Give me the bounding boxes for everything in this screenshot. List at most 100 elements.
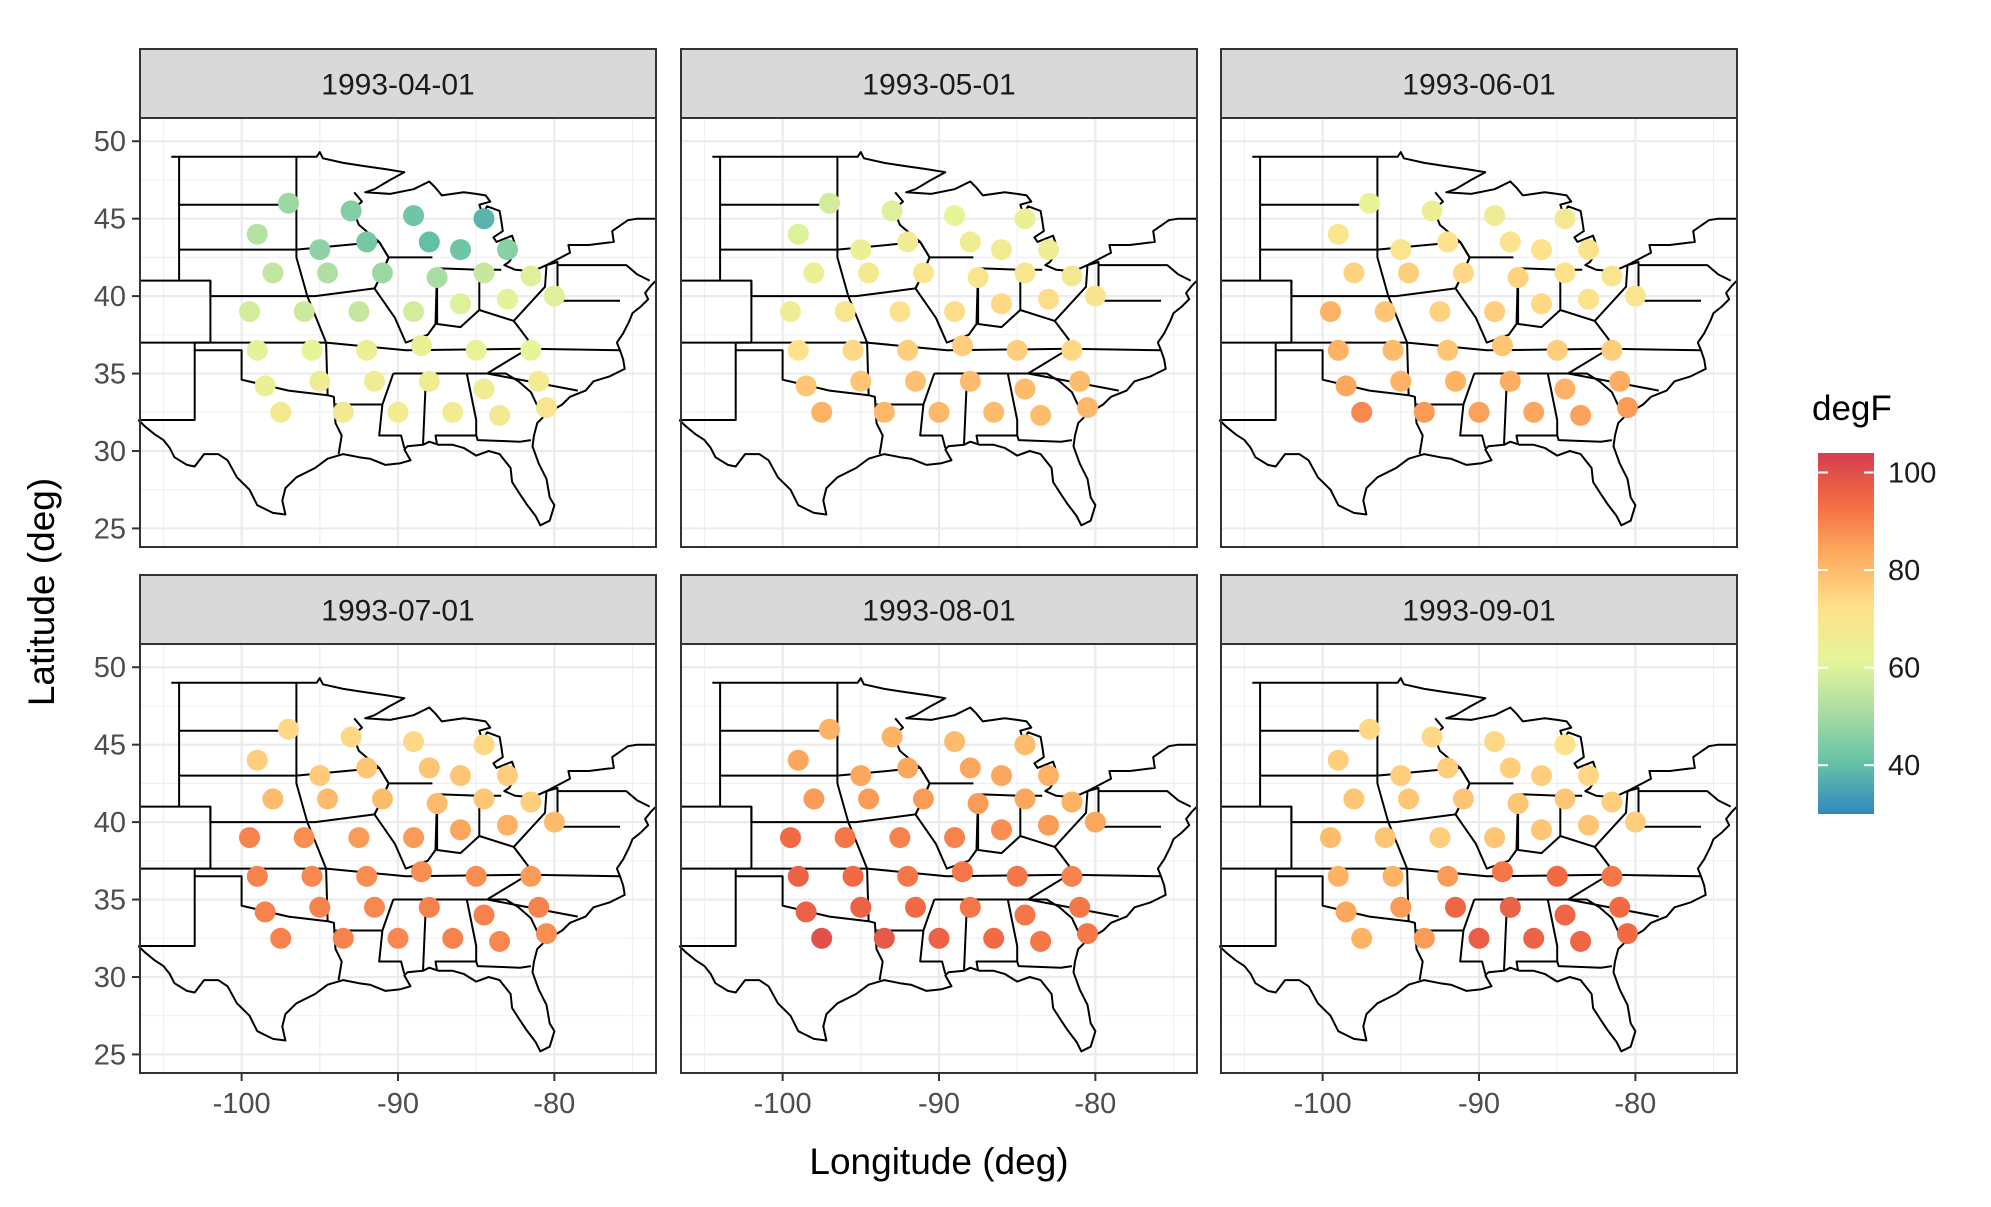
state-border [1087, 787, 1161, 828]
y-tick-label: 35 [94, 885, 126, 917]
state-border [478, 791, 548, 848]
data-point [309, 370, 331, 392]
data-point [1578, 239, 1599, 261]
data-point [1499, 896, 1521, 918]
state-border [475, 435, 532, 443]
data-point [1578, 288, 1599, 310]
data-point [1554, 208, 1576, 230]
data-point [787, 749, 809, 771]
state-border [1559, 265, 1629, 322]
data-point [1437, 865, 1459, 887]
state-border [487, 372, 543, 416]
data-point [473, 262, 495, 284]
legend-colorbar [1818, 453, 1874, 814]
facet-panel: 1993-09-01 [1218, 574, 1738, 1074]
state-border [1568, 372, 1624, 416]
data-point [1617, 923, 1638, 945]
data-point [1077, 397, 1098, 419]
data-point [1320, 301, 1341, 323]
coastline-border [1218, 151, 1738, 527]
data-point [536, 397, 557, 419]
state-border [436, 268, 481, 329]
data-point [1624, 811, 1646, 833]
data-point [1492, 335, 1513, 357]
data-point [881, 726, 903, 748]
data-point [1343, 262, 1365, 284]
data-point [1601, 265, 1623, 287]
data-point [1038, 288, 1059, 310]
data-point [787, 339, 809, 361]
data-point [1601, 791, 1623, 813]
data-point [520, 339, 542, 361]
x-tick-label: -80 [533, 1088, 575, 1120]
data-point [1507, 267, 1529, 288]
data-point [1429, 301, 1451, 323]
data-point [348, 827, 370, 849]
data-point [787, 865, 809, 887]
data-point [364, 896, 385, 918]
state-border [679, 876, 737, 947]
data-point [536, 923, 557, 945]
x-tick-label: -100 [1294, 1088, 1352, 1120]
data-point [1617, 397, 1638, 419]
data-point [1437, 339, 1459, 361]
data-point [1609, 896, 1631, 918]
legend-tick-label: 80 [1888, 555, 1920, 587]
data-point [819, 192, 840, 214]
data-point [543, 285, 565, 307]
data-point [520, 791, 542, 813]
data-point [944, 731, 966, 753]
data-point [1398, 788, 1420, 810]
y-tick-label: 50 [94, 126, 126, 158]
data-point [1061, 865, 1083, 887]
data-point [1374, 301, 1396, 323]
data-point [450, 819, 471, 841]
x-tick-label: -90 [1458, 1088, 1500, 1120]
data-point [418, 370, 440, 392]
data-point [889, 827, 911, 849]
data-point [364, 370, 385, 392]
temperature-points [1320, 192, 1646, 426]
data-point [795, 901, 817, 923]
state-border [679, 350, 737, 421]
data-point [1069, 896, 1091, 918]
data-point [1445, 896, 1466, 918]
data-point [262, 262, 284, 284]
data-point [450, 765, 471, 787]
state-border [478, 265, 548, 322]
legend-tick-label: 100 [1888, 458, 1936, 490]
state-border [138, 350, 196, 421]
data-point [905, 370, 926, 392]
data-point [1327, 223, 1349, 245]
facet-panel: 1993-04-01 [137, 48, 657, 548]
data-point [309, 239, 331, 261]
data-point [991, 765, 1012, 787]
data-point [356, 865, 378, 887]
data-point [959, 757, 981, 779]
data-point [1006, 865, 1028, 887]
data-point [473, 904, 495, 926]
data-point [317, 788, 339, 810]
data-point [1390, 765, 1412, 787]
state-border [179, 240, 380, 251]
state-border [720, 240, 921, 251]
data-point [1554, 262, 1576, 284]
data-point [1061, 339, 1083, 361]
x-tick-label: -80 [1074, 1088, 1116, 1120]
data-point [1327, 865, 1349, 887]
data-point [850, 765, 872, 787]
data-point [246, 865, 268, 887]
data-point [1327, 749, 1349, 771]
data-point [270, 401, 292, 423]
data-point [1578, 765, 1599, 787]
state-border [1016, 961, 1073, 969]
data-point [1084, 285, 1106, 307]
facet-strip-label: 1993-05-01 [862, 69, 1015, 102]
data-point [309, 896, 331, 918]
data-point [811, 927, 833, 949]
data-point [1390, 239, 1412, 261]
data-point [497, 765, 518, 787]
state-border [546, 261, 620, 302]
data-point [1359, 718, 1380, 740]
data-point [465, 339, 487, 361]
